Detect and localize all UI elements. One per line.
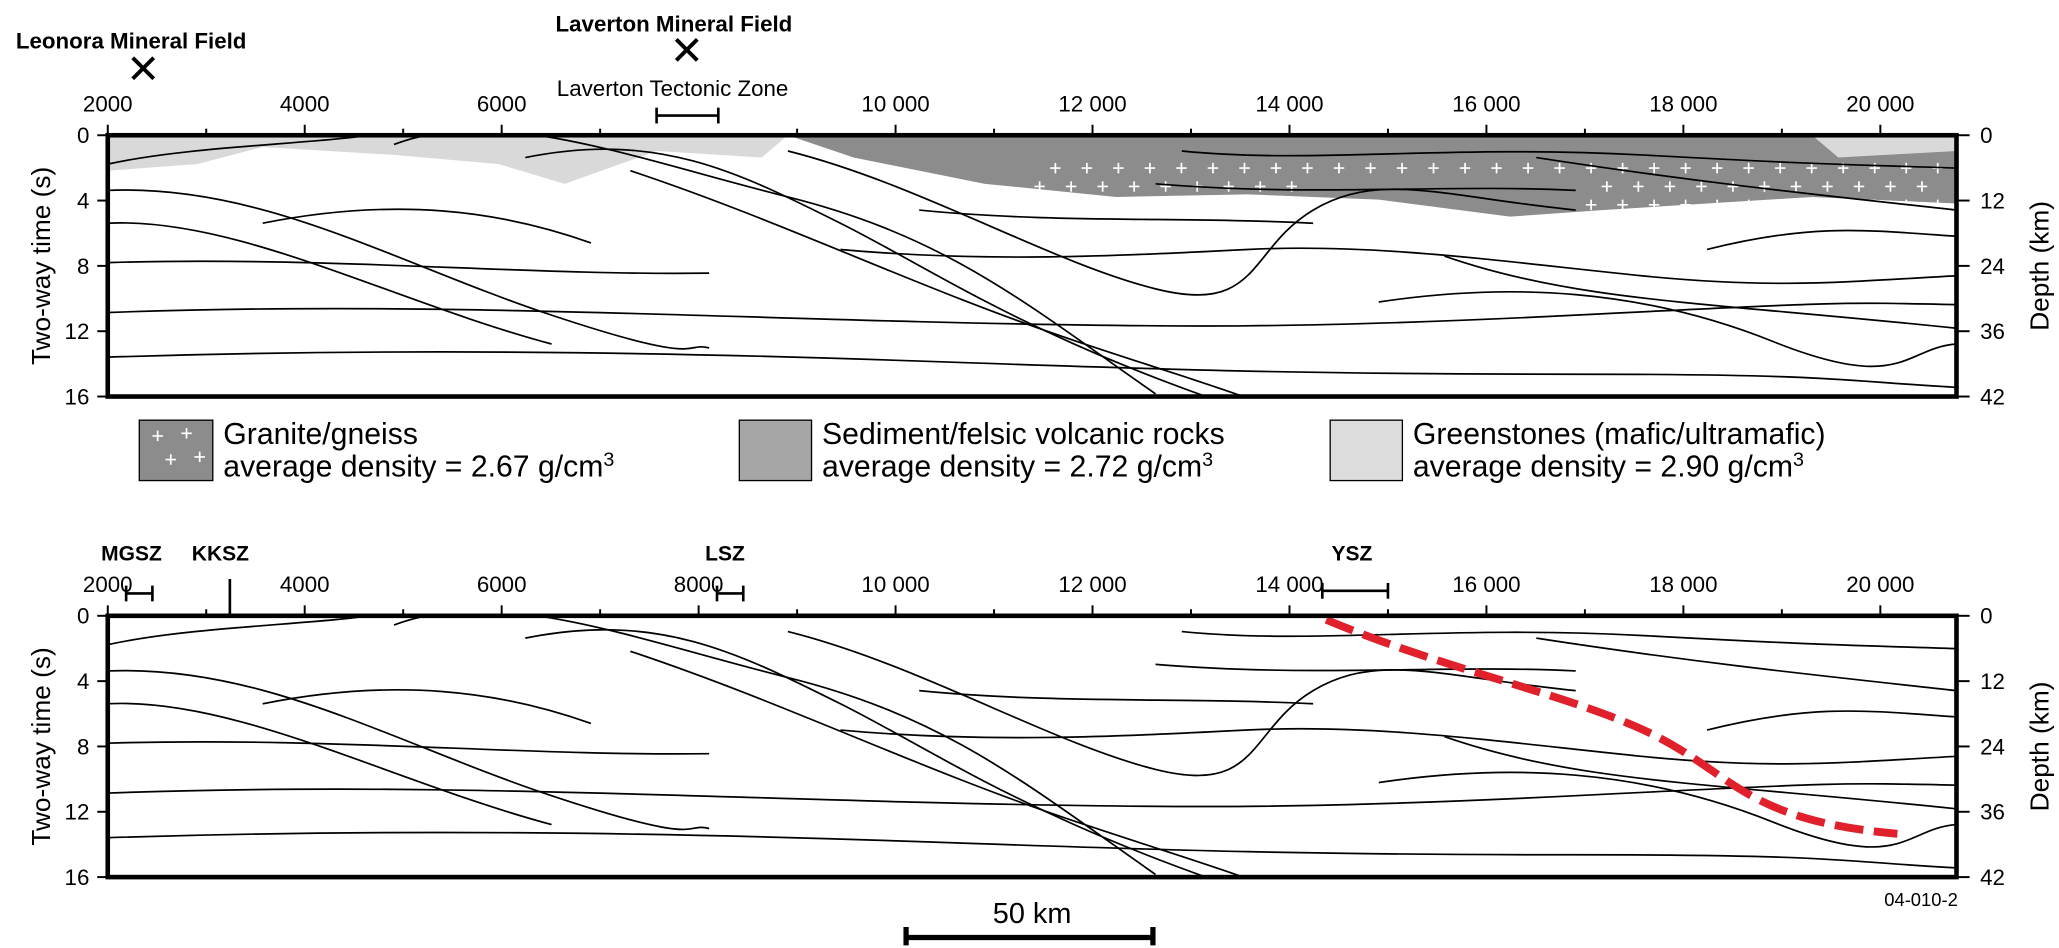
legend-swatch — [739, 420, 811, 480]
figure-code: 04-010-2 — [1884, 889, 1958, 910]
y2-tick-label: 36 — [1980, 319, 2005, 344]
x-tick-label: 4000 — [280, 572, 330, 597]
x-tick-label: 2000 — [83, 92, 133, 117]
x-tick-label: 20 000 — [1846, 572, 1914, 597]
y2-tick-label: 42 — [1980, 865, 2005, 890]
y-tick-label: 0 — [77, 604, 89, 629]
y-tick-label: 16 — [65, 384, 90, 409]
x-tick-label: 4000 — [280, 92, 330, 117]
y-tick-label: 4 — [77, 188, 89, 213]
legend-name: Sediment/felsic volcanic rocks — [822, 418, 1225, 451]
y2-tick-label: 12 — [1980, 669, 2005, 694]
ysz-trace — [1326, 620, 1897, 834]
legend-note-text: average density = 2.72 g/cm — [822, 451, 1202, 484]
x-tick-label: 18 000 — [1649, 572, 1717, 597]
legend-sup: 3 — [1793, 449, 1804, 471]
x-tick-label: 12 000 — [1058, 572, 1126, 597]
y2-tick-label: 12 — [1980, 188, 2005, 213]
legend-note: average density = 2.72 g/cm3 — [822, 449, 1213, 484]
legend-swatch — [139, 420, 213, 480]
zone-label: Laverton Tectonic Zone — [557, 76, 789, 101]
legend-note: average density = 2.67 g/cm3 — [223, 449, 614, 484]
zone-labels: MGSZ KKSZ LSZ YSZ — [101, 543, 1372, 566]
legend-name: Greenstones (mafic/ultramafic) — [1413, 418, 1826, 451]
legend-sup: 3 — [1202, 449, 1213, 471]
x-tick-label: 6000 — [477, 572, 527, 597]
x-tick-label: 16 000 — [1452, 92, 1520, 117]
y-tick-label: 4 — [77, 669, 89, 694]
y-tick-label: 0 — [77, 123, 89, 148]
zone-label: YSZ — [1331, 543, 1372, 566]
legend-note: average density = 2.90 g/cm3 — [1413, 449, 1804, 484]
legend-note-text: average density = 2.67 g/cm — [223, 451, 603, 484]
x-tick-label: 14 000 — [1255, 92, 1323, 117]
field-label: Laverton Mineral Field — [556, 12, 793, 37]
x-tick-label: 8000 — [674, 572, 724, 597]
x-tick-label: 10 000 — [861, 92, 929, 117]
legend-note-text: average density = 2.90 g/cm — [1413, 451, 1793, 484]
x-tick-label: 10 000 — [861, 572, 929, 597]
scale-label: 50 km — [993, 898, 1072, 930]
legend-sup: 3 — [603, 449, 614, 471]
y2-tick-label: 24 — [1980, 734, 2005, 759]
y-tick-label: 12 — [65, 319, 90, 344]
zone-bracket — [657, 108, 719, 124]
zone-label: LSZ — [705, 543, 745, 566]
x-tick-label: 16 000 — [1452, 572, 1520, 597]
x-tick-label: 6000 — [477, 92, 527, 117]
y2-tick-label: 24 — [1980, 254, 2005, 279]
y-tick-label: 16 — [65, 865, 90, 890]
x-tick-label: 18 000 — [1649, 92, 1717, 117]
y2-tick-label: 42 — [1980, 384, 2005, 409]
legend: Granite/gneiss average density = 2.67 g/… — [223, 418, 1825, 484]
y-tick-label: 8 — [77, 734, 89, 759]
x-tick-label: 12 000 — [1058, 92, 1126, 117]
y2-axis-label: Depth (km) — [2024, 201, 2054, 331]
y2-tick-label: 36 — [1980, 800, 2005, 825]
zone-label: KKSZ — [192, 543, 249, 566]
x-tick-label: 14 000 — [1255, 572, 1323, 597]
y2-tick-label: 0 — [1980, 123, 1992, 148]
field-label: Leonora Mineral Field — [16, 29, 247, 54]
y2-tick-label: 0 — [1980, 604, 1992, 629]
zone-label: MGSZ — [101, 543, 162, 566]
y-axis-label: Two-way time (s) — [26, 647, 56, 845]
legend-name: Granite/gneiss — [223, 418, 418, 451]
x-tick-label: 2000 — [83, 572, 133, 597]
geologic-lines — [108, 611, 1957, 920]
y-tick-label: 8 — [77, 254, 89, 279]
page: {"top_panel":{"labels":["Leonora Mineral… — [0, 0, 2059, 948]
x-tick-label: 20 000 — [1846, 92, 1914, 117]
y-tick-label: 12 — [65, 800, 90, 825]
figure: Leonora Mineral Field Laverton Mineral F… — [0, 0, 2059, 948]
y-axis-label: Two-way time (s) — [26, 167, 56, 365]
legend-swatch — [1330, 420, 1402, 480]
y2-axis-label: Depth (km) — [2024, 682, 2054, 812]
